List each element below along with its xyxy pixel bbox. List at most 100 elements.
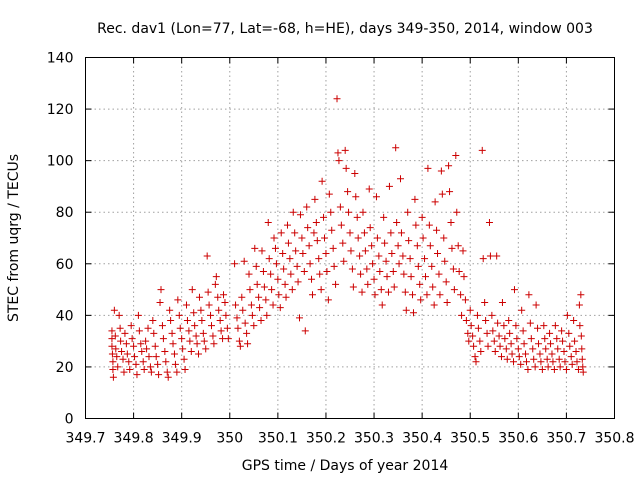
- data-point: [573, 358, 581, 366]
- data-point: [542, 345, 550, 353]
- data-point: [402, 306, 410, 314]
- data-point: [369, 260, 377, 268]
- data-point: [109, 373, 117, 381]
- data-point: [152, 353, 160, 361]
- x-tick-label: 350.1: [258, 431, 298, 447]
- data-point: [540, 322, 548, 330]
- data-point: [113, 353, 121, 361]
- data-point: [250, 322, 258, 330]
- data-point: [207, 322, 215, 330]
- data-point: [433, 226, 441, 234]
- data-point: [323, 268, 331, 276]
- data-point: [193, 340, 201, 348]
- data-point: [139, 358, 147, 366]
- data-point: [452, 151, 460, 159]
- data-point: [329, 244, 337, 252]
- data-point: [340, 257, 348, 265]
- data-point: [234, 324, 242, 332]
- data-point: [505, 317, 513, 325]
- data-point: [525, 291, 533, 299]
- x-tick-label: 350.2: [306, 431, 346, 447]
- data-point: [507, 340, 515, 348]
- data-point: [240, 257, 248, 265]
- data-point: [318, 177, 326, 185]
- data-point: [272, 260, 280, 268]
- data-point: [146, 363, 154, 371]
- data-point: [339, 239, 347, 247]
- data-point: [260, 283, 268, 291]
- data-point: [173, 368, 181, 376]
- data-point: [317, 286, 325, 294]
- data-point: [544, 363, 552, 371]
- x-axis-label: GPS time / Days of year 2014: [242, 458, 449, 474]
- data-point: [163, 368, 171, 376]
- data-point: [143, 345, 151, 353]
- data-point: [142, 337, 150, 345]
- data-point: [224, 335, 232, 343]
- data-point: [373, 234, 381, 242]
- data-point: [305, 242, 313, 250]
- x-tick-label: 350: [216, 431, 243, 447]
- data-point: [232, 301, 240, 309]
- data-point: [284, 239, 292, 247]
- data-point: [376, 268, 384, 276]
- data-point: [435, 270, 443, 278]
- data-point: [543, 355, 551, 363]
- data-point: [490, 337, 498, 345]
- data-point: [306, 260, 314, 268]
- data-point: [488, 311, 496, 319]
- data-point: [536, 350, 544, 358]
- data-point: [244, 340, 252, 348]
- data-point: [195, 293, 203, 301]
- data-point: [483, 329, 491, 337]
- data-point: [567, 353, 575, 361]
- data-point: [378, 301, 386, 309]
- plot-frame: [85, 57, 615, 419]
- data-point: [170, 350, 178, 358]
- axis-ticks: 349.7 349.8 349.9 350 350.1 350.2 350.3 350.4 35…: [47, 51, 635, 447]
- data-point: [328, 226, 336, 234]
- data-point: [321, 234, 329, 242]
- data-point: [333, 95, 341, 103]
- y-tick-label: 140: [47, 51, 74, 67]
- data-point: [214, 293, 222, 301]
- data-point: [409, 291, 417, 299]
- data-point: [182, 301, 190, 309]
- data-point: [147, 368, 155, 376]
- data-point: [156, 298, 164, 306]
- data-point: [510, 358, 518, 366]
- data-point: [270, 234, 278, 242]
- data-point: [288, 286, 296, 294]
- data-point: [531, 363, 539, 371]
- data-point: [563, 311, 571, 319]
- data-point: [566, 342, 574, 350]
- data-point: [263, 311, 271, 319]
- data-point: [349, 283, 357, 291]
- data-point: [144, 324, 152, 332]
- data-point: [418, 213, 426, 221]
- data-point: [537, 358, 545, 366]
- data-point: [383, 273, 391, 281]
- data-point: [489, 327, 497, 335]
- data-point: [262, 296, 270, 304]
- data-point: [135, 327, 143, 335]
- data-point: [458, 311, 466, 319]
- data-point: [231, 260, 239, 268]
- data-point: [506, 329, 514, 337]
- data-point: [370, 275, 378, 283]
- data-point: [371, 291, 379, 299]
- data-point: [389, 268, 397, 276]
- data-point: [289, 208, 297, 216]
- data-point: [126, 366, 134, 374]
- data-point: [280, 265, 288, 273]
- data-point: [269, 301, 277, 309]
- data-point: [308, 275, 316, 283]
- data-point: [274, 275, 282, 283]
- data-point: [467, 322, 475, 330]
- data-point: [134, 311, 142, 319]
- data-point: [500, 322, 508, 330]
- data-point: [579, 368, 587, 376]
- y-tick-label: 40: [56, 308, 74, 324]
- data-point: [464, 329, 472, 337]
- data-point: [578, 355, 586, 363]
